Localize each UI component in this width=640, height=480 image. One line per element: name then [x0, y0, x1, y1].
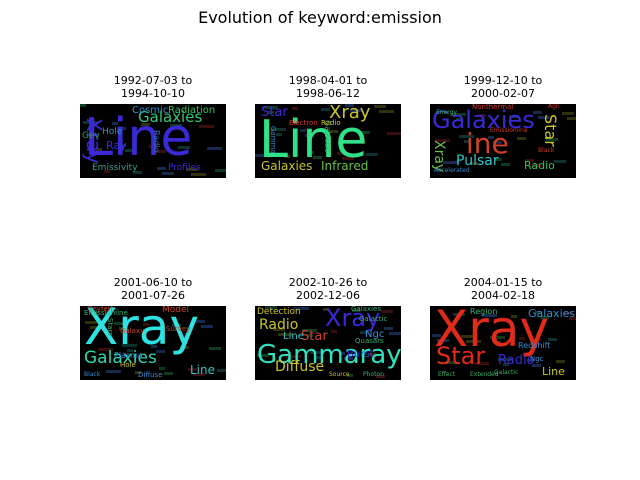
word-xray: Xray: [329, 104, 371, 123]
word-ine: ine: [466, 127, 509, 160]
word-emissionline: Emissionline: [490, 127, 528, 134]
figure-title: Evolution of keyword:emission: [198, 8, 442, 27]
word-black: Black: [538, 147, 555, 154]
word-diffuse: Diffuse: [275, 359, 325, 375]
word-emissivity: Emissivity: [92, 163, 138, 173]
word-redshift: Redshift: [518, 341, 551, 350]
word-cloud: Line Xray Star Galaxies Infrared Galactic Elec…: [255, 104, 401, 178]
word-galaxies: Galaxies: [351, 306, 381, 313]
word-gammaray: Gammaray: [257, 340, 401, 370]
word-line: Line: [283, 331, 304, 342]
word-pulsar: Pulsar: [456, 153, 499, 169]
word-plasma: Plasma: [114, 351, 143, 360]
word-black: Black: [84, 371, 101, 378]
word-burst: Burst: [347, 349, 374, 360]
word-stars: Stars: [106, 318, 114, 337]
word-galactic: Galactic: [359, 315, 388, 323]
word-cosmic: Cosmic: [132, 105, 169, 116]
word-xray: Xray: [434, 306, 550, 358]
word-source: Source: [329, 371, 350, 378]
word-energy: Energy: [436, 109, 458, 116]
word-hole: Hole: [102, 127, 123, 137]
word-line: Line: [84, 108, 193, 168]
panel-4: 2001-06-10 to 2001-07-26 Xray Galaxies Line…: [80, 276, 226, 380]
word-detection: Detection: [257, 307, 301, 317]
word-radio: Radio: [321, 119, 341, 127]
word-cloud: Galaxies ine Star Pulsar Radio Xray Nonthermal…: [430, 104, 576, 178]
word-cloud: Xray Star Radio Line Galaxies Region Redshift G…: [430, 306, 576, 380]
word-seyfert: Seyfert: [88, 306, 114, 313]
word-quasars: Quasars: [355, 337, 384, 345]
word-effect: Effect: [438, 371, 456, 378]
word-nonthermal: Nonthermal: [472, 104, 514, 111]
word-photon: Photon: [363, 371, 384, 378]
word-gamma: Gamma: [269, 126, 277, 154]
word-survey: Survey: [166, 325, 191, 333]
word-galaxies: Galaxies: [528, 307, 576, 320]
word-cloud: Line Xray Galaxies Cosmic Radiation Ray Hole Ge…: [80, 104, 226, 178]
panel-5: 2002-10-26 to 2002-12-06 Gammaray Xray Radi…: [255, 276, 401, 380]
panel-2: 1998-04-01 to 1998-06-12 Line Xray Star Gala…: [255, 74, 401, 178]
word-star: Star: [261, 105, 288, 120]
panel-title: 2004-01-15 to 2004-02-18: [463, 276, 543, 302]
word-star: Star: [541, 114, 560, 147]
word-radio: Radio: [498, 353, 535, 368]
word-radio: Radio: [524, 159, 555, 172]
word-electron: Electron: [289, 119, 318, 127]
word-agn: Agn: [548, 104, 560, 110]
word-profiles: Profiles: [168, 163, 201, 173]
word-line: Line: [542, 365, 565, 378]
word-cloud: Gammaray Xray Radio Star Diffuse Detection Lin…: [255, 306, 401, 380]
word-galactic: Galactic: [494, 369, 519, 376]
word-gev: Gev: [82, 131, 100, 141]
panel-3: 1999-12-10 to 2000-02-07 Galaxies ine Star P…: [430, 74, 576, 178]
word-ngc: Ngc: [365, 329, 385, 340]
panel-title: 1999-12-10 to 2000-02-07: [463, 74, 543, 100]
word-galaxies: Galaxies: [84, 348, 157, 368]
word-galaxies: Galaxies: [261, 159, 313, 173]
word-radiation: Radiation: [168, 105, 216, 116]
panel-6: 2004-01-15 to 2004-02-18 Xray Star Radio Lin…: [430, 276, 576, 380]
panel-title: 2001-06-10 to 2001-07-26: [113, 276, 193, 302]
panel-title: 2002-10-26 to 2002-12-06: [288, 276, 368, 302]
word-star: Star: [301, 329, 328, 344]
word-xray: Xray: [84, 306, 200, 356]
word-accelerated: Accelerated: [434, 167, 470, 174]
word-diffuse: Diffuse: [138, 371, 163, 379]
panel-title: 1992-07-03 to 1994-10-10: [113, 74, 193, 100]
word-ray: Ray: [106, 139, 127, 152]
word-radio: Radio: [259, 317, 299, 333]
word-galaxies: Galaxies: [432, 106, 535, 134]
word-hole: Hole: [120, 361, 136, 369]
word-infrared: Infrared: [321, 159, 369, 173]
word-xray: Xray: [82, 118, 106, 165]
word-galaxy: Galaxy: [120, 327, 145, 335]
word-model: Model: [162, 306, 190, 315]
word-line: Line: [259, 110, 368, 170]
word-ngc: Ngc: [530, 355, 544, 363]
word-xray: Xray: [325, 306, 381, 332]
word-galaxies: Galaxies: [138, 108, 203, 126]
word-line: Line: [190, 363, 216, 377]
panel-1: 1992-07-03 to 1994-10-10 Line Xray Galaxies…: [80, 74, 226, 178]
word-extended: Extended: [470, 371, 499, 378]
panel-title: 1998-04-01 to 1998-06-12: [288, 74, 368, 100]
word-region: Region: [470, 307, 498, 316]
word-star: Star: [436, 342, 486, 370]
word-radio: Radio: [152, 130, 161, 153]
word-cloud: Xray Galaxies Line Model Seyfert Galaxy Plasma…: [80, 306, 226, 380]
word-emissionline: Emissionline: [84, 309, 128, 317]
